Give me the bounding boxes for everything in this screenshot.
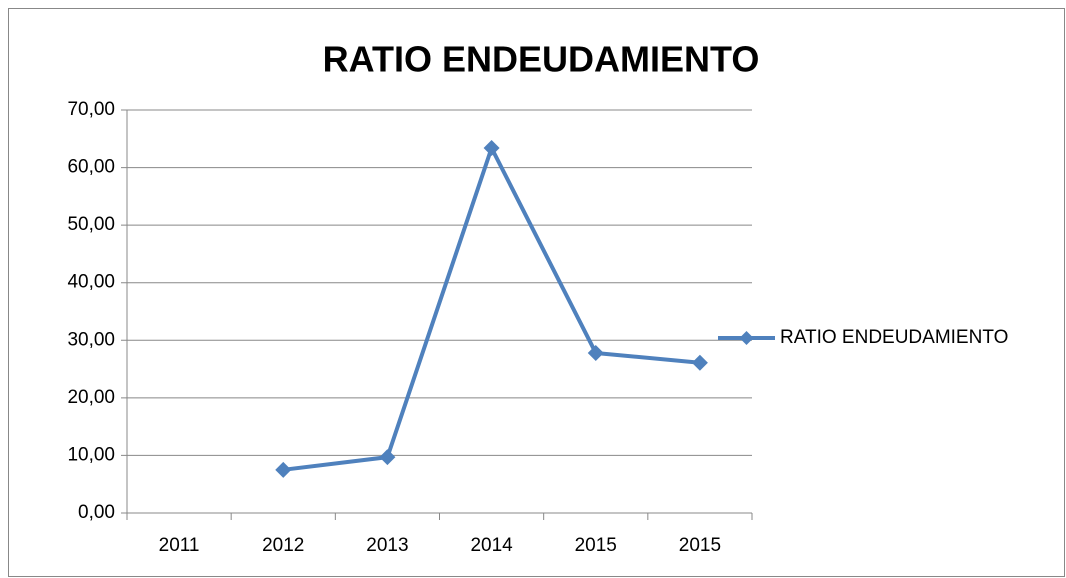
point-marker	[691, 354, 708, 371]
chart-title: RATIO ENDEUDAMIENTO	[323, 39, 760, 80]
y-tick-label: 70,00	[67, 99, 115, 120]
x-tick-label: 2013	[366, 535, 408, 556]
y-tick-label: 40,00	[67, 272, 115, 293]
legend-label: RATIO ENDEUDAMIENTO	[780, 327, 1008, 348]
point-marker	[275, 461, 292, 478]
y-tick-label: 10,00	[67, 444, 115, 465]
point-marker	[379, 449, 396, 466]
point-marker	[483, 139, 500, 156]
x-tick-label: 2014	[470, 535, 513, 556]
y-tick-label: 0,00	[78, 502, 115, 523]
y-tick-label: 50,00	[67, 214, 115, 235]
y-tick-label: 60,00	[67, 157, 115, 178]
chart-frame	[8, 8, 1065, 577]
point-marker	[587, 344, 604, 361]
x-tick-label: 2015	[679, 535, 721, 556]
y-tick-label: 30,00	[67, 329, 115, 350]
x-tick-label: 2011	[159, 535, 200, 556]
x-tick-label: 2012	[262, 535, 304, 556]
x-tick-label: 2015	[575, 535, 617, 556]
legend-marker	[739, 331, 754, 345]
y-tick-label: 20,00	[67, 387, 115, 408]
